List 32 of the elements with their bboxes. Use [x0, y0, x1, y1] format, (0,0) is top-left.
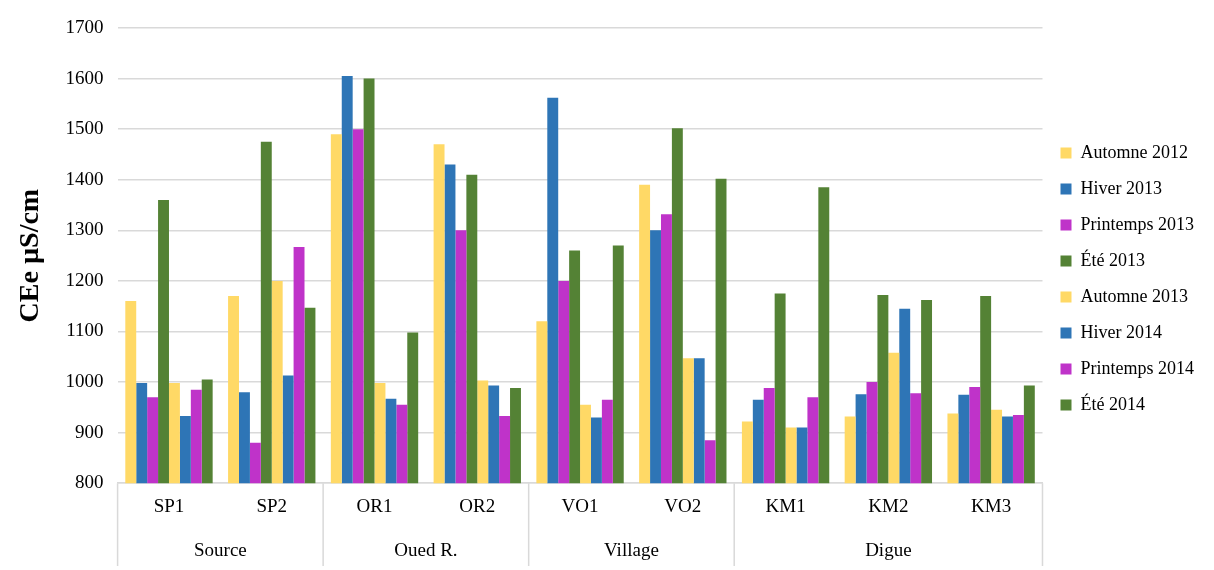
y-tick-label: 1200	[65, 268, 104, 290]
legend-label: Automne 2012	[1080, 141, 1188, 162]
x-tick-label: VO2	[664, 494, 702, 516]
y-tick-label: 1100	[66, 319, 104, 341]
legend-label: Printemps 2014	[1080, 357, 1195, 378]
annotation: Source	[193, 539, 247, 561]
x-tick-label: SP1	[153, 494, 185, 516]
annotation: Oued R.	[394, 539, 458, 561]
legend-label: Été 2014	[1080, 392, 1145, 414]
x-tick-label: OR1	[356, 494, 393, 516]
y-tick-label: 800	[75, 471, 104, 493]
y-tick-label: 900	[75, 420, 104, 442]
y-axis-title: CEe µS/cm	[13, 188, 45, 323]
x-tick-label: VO1	[561, 494, 599, 516]
x-tick-label: OR2	[459, 494, 496, 516]
legend-label: Été 2013	[1080, 248, 1145, 270]
legend-label: Automne 2013	[1080, 285, 1188, 306]
y-tick-label: 1400	[65, 167, 104, 189]
x-tick-label: SP2	[256, 494, 288, 516]
y-tick-label: 1500	[65, 117, 104, 139]
legend-label: Hiver 2014	[1080, 321, 1162, 342]
y-tick-label: 1600	[65, 66, 104, 88]
y-tick-label: 1300	[65, 218, 104, 240]
x-tick-label: KM1	[765, 494, 806, 516]
legend-label: Printemps 2013	[1080, 213, 1195, 234]
annotation: Digue	[865, 539, 912, 561]
x-tick-label: KM3	[971, 494, 1012, 516]
y-tick-label: 1000	[65, 370, 104, 392]
annotation: Village	[604, 539, 659, 561]
x-tick-label: KM2	[868, 494, 909, 516]
legend-label: Hiver 2013	[1080, 177, 1162, 198]
y-tick-label: 1700	[65, 15, 104, 37]
